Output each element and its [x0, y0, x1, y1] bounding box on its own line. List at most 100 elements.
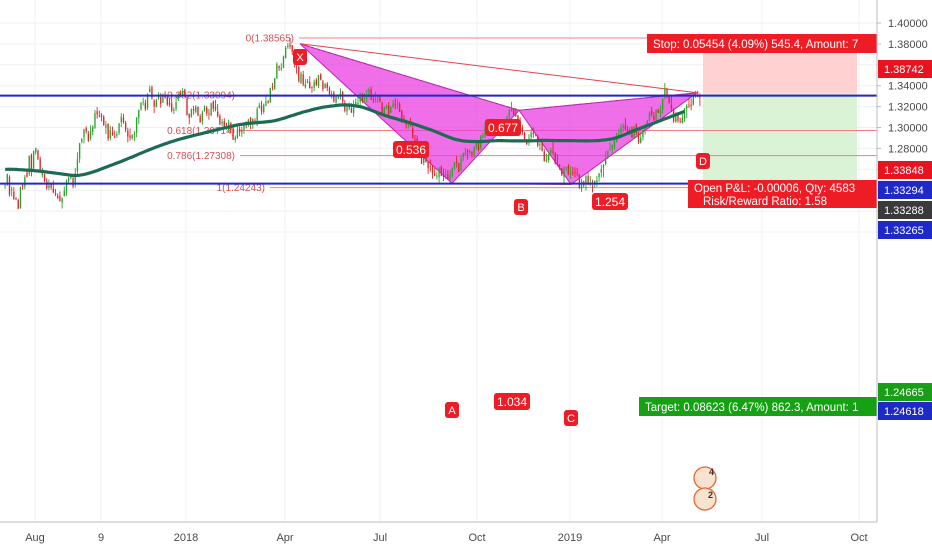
- candle-body: [63, 190, 65, 196]
- candle-body: [221, 121, 223, 124]
- candle-body: [94, 113, 96, 128]
- candle-body: [192, 108, 195, 111]
- candle-body: [173, 109, 175, 111]
- candle-body: [81, 138, 83, 142]
- candle-body: [670, 104, 673, 109]
- price-badge-label: 1.33265: [884, 225, 924, 237]
- calendar-event-icon[interactable]: 4: [693, 466, 717, 490]
- candle-body: [67, 178, 70, 182]
- candle-body: [30, 154, 33, 170]
- candle-body: [517, 115, 519, 122]
- candle-body: [122, 117, 125, 123]
- target-text: Target: 0.08623 (6.47%) 862.3, Amount: 1: [645, 402, 859, 414]
- candle-body: [309, 82, 311, 89]
- candle-body: [243, 125, 245, 131]
- candle-body: [666, 88, 668, 95]
- point-label: A: [448, 405, 456, 417]
- pattern-labels: 0.536 0.677 1.254 1.034 X A B C D: [293, 49, 710, 426]
- candle-body: [556, 163, 559, 166]
- candle-body: [436, 175, 438, 177]
- price-badge: [878, 201, 932, 219]
- candle-body: [420, 155, 423, 164]
- candle-body: [282, 56, 285, 68]
- candle-body: [206, 107, 208, 114]
- candle-body: [350, 108, 353, 113]
- candle-body: [8, 177, 11, 195]
- candle-body: [675, 114, 677, 123]
- candle-body: [284, 47, 287, 58]
- ratio-badge: [393, 141, 429, 158]
- candle-body: [414, 139, 416, 141]
- ratio-badge: [494, 393, 530, 410]
- event-count: 4: [709, 467, 714, 477]
- candle-body: [320, 74, 322, 80]
- time-axis[interactable]: [0, 522, 877, 550]
- candle-body: [274, 78, 276, 89]
- y-tick-label: 1.32000: [888, 102, 928, 114]
- candle-body: [155, 100, 158, 107]
- price-badge-label: 1.38742: [884, 64, 924, 76]
- point-badge: [696, 153, 710, 169]
- candle-body: [100, 115, 103, 117]
- candle-body: [668, 95, 670, 103]
- candle-body: [146, 94, 149, 108]
- candle-body: [333, 92, 335, 102]
- candle-body: [195, 106, 197, 113]
- candle-body: [83, 129, 85, 138]
- point-badge: [514, 199, 528, 215]
- candle-body: [300, 73, 302, 84]
- price-badge: [878, 60, 932, 78]
- candle-body: [109, 130, 111, 139]
- price-axis[interactable]: [877, 0, 932, 550]
- candle-body: [692, 95, 695, 105]
- calendar-event-icon[interactable]: [693, 487, 717, 511]
- calendar-event-icon[interactable]: 2: [693, 487, 717, 511]
- position-boxes[interactable]: Stop: 0.05454 (4.09%) 545.4, Amount: 7 O…: [639, 34, 885, 416]
- candle-body: [124, 122, 127, 130]
- candle-body: [434, 173, 436, 176]
- x-tick-label: Jul: [755, 532, 769, 544]
- candle-body: [512, 108, 515, 114]
- point-label: B: [517, 202, 524, 214]
- candle-body: [153, 100, 155, 107]
- candle-body: [510, 109, 513, 111]
- y-tick-label: 1.40000: [888, 18, 928, 30]
- candle-body: [401, 110, 403, 121]
- candle-body: [70, 176, 72, 179]
- price-badge: [878, 402, 932, 420]
- candle-body: [48, 185, 50, 188]
- candle-body: [532, 133, 535, 135]
- candle-body: [545, 159, 548, 161]
- candle-body: [238, 128, 241, 132]
- event-icons[interactable]: 4 2: [693, 466, 717, 511]
- candle-body: [208, 113, 210, 115]
- candle-body: [640, 137, 642, 143]
- point-badge: [564, 410, 578, 426]
- price-badge: [878, 161, 932, 179]
- candle-body: [688, 104, 690, 106]
- candle-body: [438, 168, 440, 178]
- moving-average-line: [5, 103, 686, 178]
- candle-body: [258, 105, 261, 108]
- x-tick-label: Aug: [25, 532, 45, 544]
- price-badge-label: 1.24618: [884, 406, 924, 418]
- candle-body: [107, 123, 109, 139]
- candle-body: [374, 98, 377, 101]
- candle-body: [569, 172, 572, 175]
- candle-body: [135, 117, 138, 133]
- candle-body: [466, 150, 469, 153]
- candle-body: [203, 106, 206, 112]
- candle-body: [558, 164, 561, 167]
- candle-body: [267, 101, 269, 104]
- price-badge-label: 1.24665: [884, 387, 924, 399]
- stop-text: Stop: 0.05454 (4.09%) 545.4, Amount: 7: [653, 39, 858, 51]
- candle-body: [637, 134, 640, 143]
- candle-body: [19, 186, 22, 208]
- candle-body: [92, 126, 94, 132]
- candle-body: [201, 112, 204, 122]
- candle-body: [263, 104, 265, 113]
- point-label: D: [699, 156, 707, 168]
- candle-body: [550, 149, 552, 153]
